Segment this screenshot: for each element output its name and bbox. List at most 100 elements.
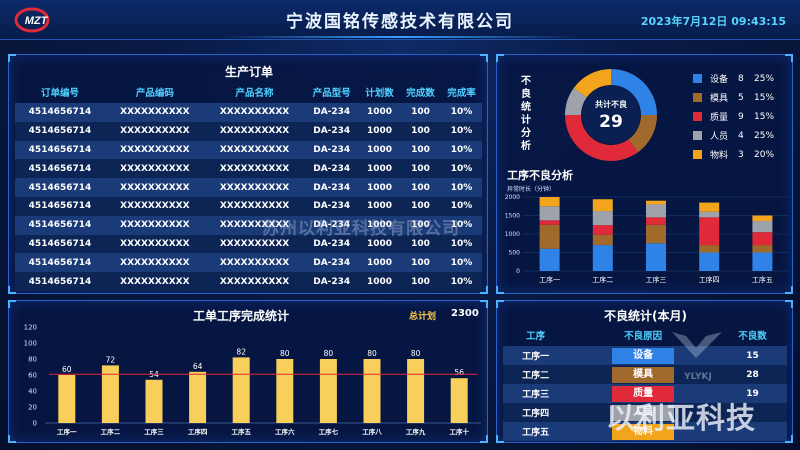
bar-ytick: 20	[28, 404, 37, 412]
orders-cell: XXXXXXXXXX	[104, 121, 205, 141]
orders-row[interactable]: 4514656714 XXXXXXXXXX XXXXXXXXXX DA-234 1000…	[15, 140, 482, 160]
orders-row[interactable]: 4514656714 XXXXXXXXXX XXXXXXXXXX DA-234 1000…	[15, 272, 482, 291]
orders-cell: 4514656714	[15, 159, 105, 179]
bar-value-label: 82	[236, 347, 246, 356]
defect-reason-tag: 模具	[612, 366, 675, 383]
orders-row[interactable]: 4514656714 XXXXXXXXXX XXXXXXXXXX DA-234 1000…	[15, 178, 482, 197]
process-defect-title: 工序不良分析	[507, 169, 573, 182]
defect-month-reason-cell: 设备	[568, 346, 719, 365]
orders-row[interactable]: 4514656714 XXXXXXXXXX XXXXXXXXXX DA-234 1000…	[15, 215, 482, 235]
defect-month-row[interactable]: 工序一 设备 15	[503, 346, 787, 365]
stack-xtick: 工序五	[752, 275, 773, 284]
orders-cell: 100	[399, 121, 441, 141]
orders-cell: XXXXXXXXXX	[104, 215, 205, 235]
legend-count: 9	[738, 111, 744, 122]
defect-month-proc: 工序四	[503, 403, 569, 422]
orders-cell: XXXXXXXXXX	[104, 103, 205, 122]
bar	[58, 375, 76, 423]
orders-row[interactable]: 4514656714 XXXXXXXXXX XXXXXXXXXX DA-234 1000…	[15, 121, 482, 141]
orders-row[interactable]: 4514656714 XXXXXXXXXX XXXXXXXXXX DA-234 1000…	[15, 234, 482, 254]
orders-row[interactable]: 4514656714 XXXXXXXXXX XXXXXXXXXX DA-234 1000…	[15, 159, 482, 179]
orders-cell: 10%	[440, 121, 482, 141]
legend-swatch	[693, 112, 702, 121]
stack-segment	[752, 221, 773, 233]
legend-swatch	[693, 74, 702, 83]
donut-slice	[565, 87, 587, 115]
defect-month-row[interactable]: 工序二 模具 28	[503, 365, 787, 384]
legend-item: 模具 5 15%	[693, 91, 778, 104]
orders-cell: 10%	[440, 253, 482, 273]
orders-cell: XXXXXXXXXX	[204, 272, 305, 291]
orders-cell: XXXXXXXXXX	[104, 159, 205, 179]
orders-row[interactable]: 4514656714 XXXXXXXXXX XXXXXXXXXX DA-234 1000…	[15, 196, 482, 216]
defect-month-row[interactable]: 工序四 人员	[503, 403, 787, 422]
bar-ytick: 60	[28, 372, 37, 380]
stack-segment	[592, 245, 613, 271]
bar-xtick: 工序七	[319, 427, 339, 436]
stack-segment	[646, 217, 666, 225]
bar-value-label: 80	[367, 349, 377, 358]
legend-count: 8	[738, 73, 744, 84]
orders-cell: 1000	[359, 272, 400, 291]
bar-value-label: 80	[411, 349, 421, 358]
defect-reason-tag: 人员	[612, 404, 675, 421]
orders-cell: 10%	[440, 234, 482, 254]
legend-name: 人员	[710, 132, 729, 142]
defect-month-reason-cell: 模具	[568, 365, 719, 384]
donut-center-total: 29	[599, 112, 623, 132]
process-defect-chart: 2000 1500 1000 500 0 工序一 工序二 工序三 工序四 工序五	[505, 194, 789, 284]
defect-month-panel: 不良统计(本月) 工序 不良原因 不良数 工序一 设备 15 工序二 模具 28 工序三 质量 19…	[496, 300, 793, 443]
work-order-chart: 12010080604020060工序一72工序二54工序三64工序四82工序五…	[24, 324, 481, 436]
orders-cell: DA-234	[304, 159, 360, 179]
orders-cell: XXXXXXXXXX	[104, 140, 205, 160]
svg-text:MZT: MZT	[25, 15, 49, 27]
legend-item: 物料 3 20%	[693, 148, 778, 161]
defect-month-count: 15	[718, 346, 787, 365]
work-order-title: 工单工序完成统计	[193, 309, 290, 323]
stack-ytick: 2000	[505, 194, 520, 201]
legend-name: 设备	[710, 75, 729, 85]
orders-cell: DA-234	[304, 234, 360, 254]
orders-cell: DA-234	[304, 253, 360, 273]
orders-cell: XXXXXXXXXX	[204, 103, 305, 122]
orders-cell: 1000	[359, 234, 400, 254]
defect-analysis-panel: 不良统计分析 共计不良 29 设备 8 25% 模具 5 15% 质量 9 15% 人员 4 25% 物…	[496, 54, 793, 294]
legend-swatch	[693, 93, 702, 102]
orders-cell: XXXXXXXXXX	[204, 196, 305, 216]
bar-value-label: 56	[454, 368, 464, 377]
orders-row[interactable]: 4514656714 XXXXXXXXXX XXXXXXXXXX DA-234 1000…	[15, 253, 482, 273]
defect-month-reason-cell: 质量	[568, 384, 719, 403]
orders-cell: 1000	[359, 103, 400, 122]
defect-month-row[interactable]: 工序三 质量 19	[503, 384, 787, 403]
page-title: 宁波国铭传感技术有限公司	[286, 12, 514, 32]
stack-ytick: 1000	[505, 231, 520, 238]
stack-ytick: 500	[509, 250, 521, 257]
orders-cell: 100	[399, 272, 441, 291]
orders-row[interactable]: 4514656714 XXXXXXXXXX XXXXXXXXXX DA-234 1000…	[15, 103, 482, 122]
bar-xtick: 工序八	[362, 427, 382, 436]
bar-xtick: 工序二	[101, 427, 121, 436]
stack-segment	[646, 204, 666, 218]
stack-segment	[592, 211, 613, 226]
defect-month-col-header: 工序	[526, 331, 546, 342]
legend-pct: 20%	[754, 149, 775, 160]
legend-name: 模具	[710, 94, 729, 104]
header-bar: MZT 宁波国铭传感技术有限公司 2023年7月12日 09:43:15	[0, 0, 800, 40]
stack-segment	[699, 245, 720, 253]
bar-value-label: 72	[106, 355, 116, 364]
legend-pct: 25%	[754, 73, 775, 84]
orders-cell: 1000	[359, 196, 400, 216]
bar	[363, 359, 381, 423]
orders-cell: DA-234	[304, 272, 360, 291]
orders-cell: 100	[399, 140, 441, 160]
orders-cell: 4514656714	[15, 196, 105, 216]
defect-month-count: 28	[718, 365, 787, 384]
bar-ytick: 120	[24, 324, 37, 332]
defect-month-proc: 工序二	[503, 365, 569, 384]
legend-pct: 25%	[754, 130, 775, 141]
defect-month-table: 工序 不良原因 不良数 工序一 设备 15 工序二 模具 28 工序三 质量 19 工序四 人员 工序五 物…	[503, 324, 787, 441]
defect-month-row[interactable]: 工序五 物料	[503, 422, 787, 441]
header-glow-line	[220, 36, 580, 38]
company-logo: MZT	[14, 6, 58, 34]
bar	[319, 359, 337, 423]
